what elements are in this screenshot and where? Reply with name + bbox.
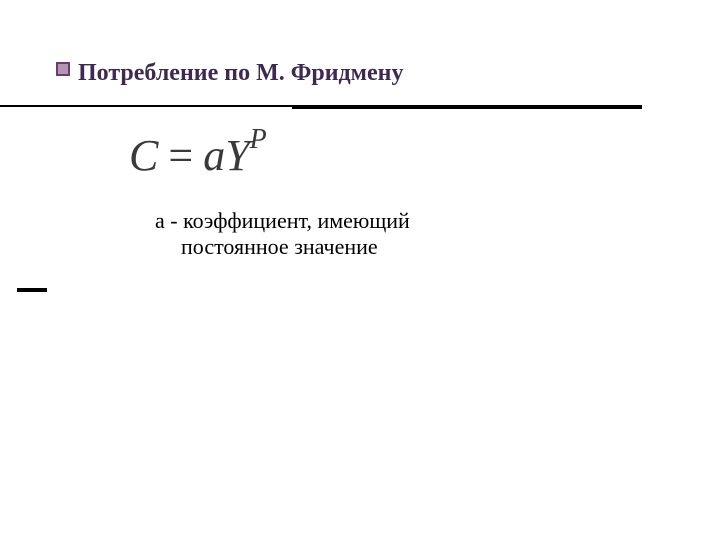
formula-equals: =	[168, 131, 193, 180]
left-rule-mark	[17, 288, 47, 292]
formula-var: Y	[225, 131, 249, 180]
title-underline	[0, 105, 642, 107]
formula: С=аYP	[129, 131, 267, 180]
legend-line-1: а - коэффициент, имеющий	[155, 208, 515, 234]
formula-container: С=аYP	[125, 129, 271, 182]
legend-line-2: постоянное значение	[181, 234, 515, 260]
formula-legend: а - коэффициент, имеющий постоянное знач…	[155, 208, 515, 261]
slide: Потребление по М. Фридмену С=аYP а - коэ…	[0, 0, 720, 540]
formula-exponent: P	[250, 124, 267, 155]
bullet-icon	[56, 62, 70, 76]
formula-coef: а	[203, 131, 225, 180]
slide-title: Потребление по М. Фридмену	[78, 60, 720, 87]
formula-lhs: С	[129, 131, 158, 180]
